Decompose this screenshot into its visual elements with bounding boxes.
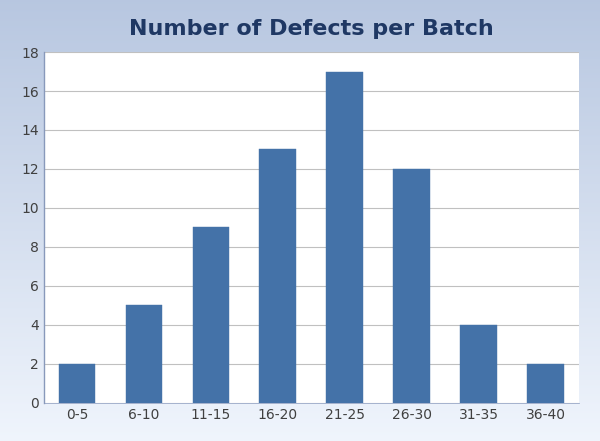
- Bar: [193, 228, 229, 403]
- Bar: [125, 305, 163, 403]
- Bar: [259, 149, 296, 403]
- Bar: [326, 71, 363, 403]
- Bar: [460, 325, 497, 403]
- Bar: [393, 169, 430, 403]
- Title: Number of Defects per Batch: Number of Defects per Batch: [129, 19, 494, 39]
- Bar: [59, 364, 95, 403]
- Bar: [527, 364, 564, 403]
